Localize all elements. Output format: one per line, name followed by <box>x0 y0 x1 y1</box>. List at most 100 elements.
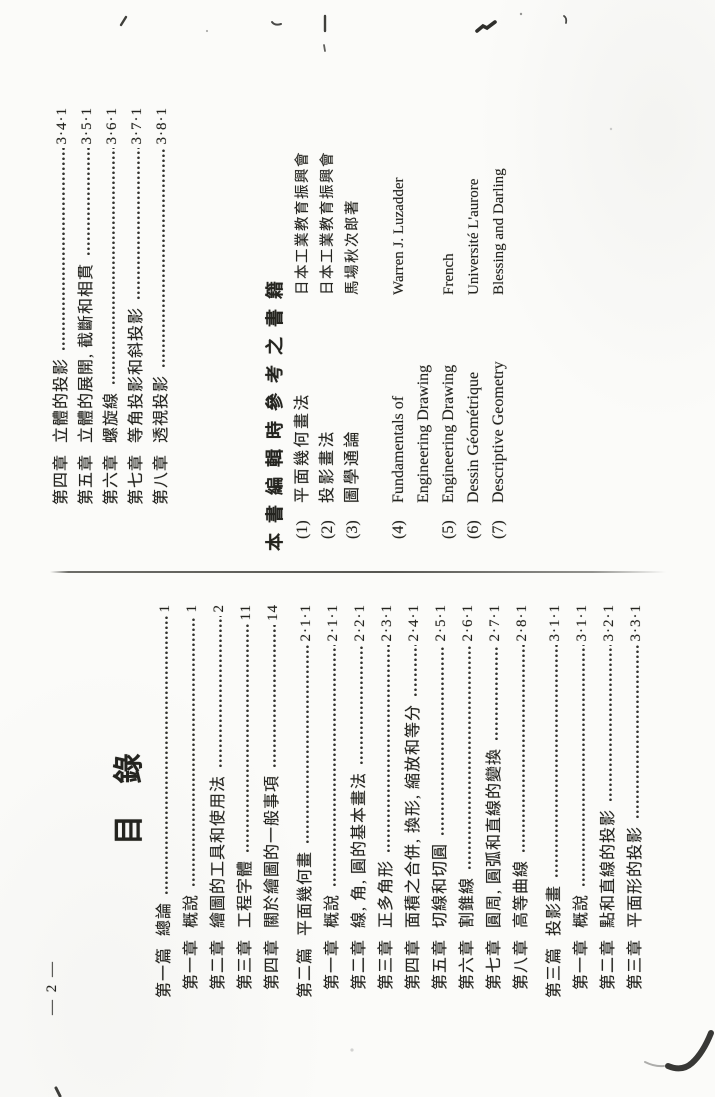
reference-title: Fundamentals of <box>390 395 407 503</box>
toc-entry: 第三篇 投影畫 3·1·1 <box>541 604 568 998</box>
toc-entry: 第一篇 總論 1 <box>151 604 178 998</box>
dot-leader <box>494 645 499 740</box>
reference-entry: (6) Dessin Géométrique Université L'aurore <box>461 89 486 539</box>
dot-leader <box>554 645 559 877</box>
toc-entry-label: 第七章 <box>486 938 503 990</box>
toc-entry: 第三章 工程字體 11 <box>232 604 259 990</box>
reference-author: 日本工業教育振興會 <box>295 151 311 295</box>
toc-entry-page: 1 <box>184 604 200 613</box>
toc-entry-label: 第二章 <box>600 938 617 990</box>
toc-entry-page: 2·8·1 <box>514 604 530 642</box>
toc-column-right: 第四章 立體的投影 3·4·1 第五章 立體的展開, 截斷和相貫 3·5·1 第六章 螺旋… <box>49 107 174 505</box>
toc-entry-title: 切線和切圓 <box>432 842 449 928</box>
toc-entry-title: 總論 <box>156 901 173 936</box>
dot-leader <box>218 616 223 767</box>
toc-entry-page: 2·6·1 <box>460 604 476 642</box>
dot-leader <box>386 645 391 852</box>
toc-entry-label: 第八章 <box>153 453 170 505</box>
toc-entry: 第二章 繪圖的工具和使用法 2 <box>205 604 232 990</box>
dot-leader <box>413 645 418 696</box>
dot-leader <box>359 645 364 764</box>
reference-author: Warren J. Luzadder <box>391 177 407 295</box>
dot-leader <box>467 645 472 869</box>
dot-leader <box>245 624 250 852</box>
toc-entry-page: 2·1·1 <box>325 604 341 642</box>
reference-entry: (4) Fundamentals of Warren J. Luzadder <box>386 89 411 539</box>
toc-entry-title: 工程字體 <box>237 859 254 928</box>
toc-entry-page: 3·7·1 <box>129 107 145 145</box>
toc-entry-label: 第一篇 <box>156 946 173 998</box>
toc-entry: 第八章 高等曲線 2·8·1 <box>508 604 535 990</box>
toc-entry-title: 正多角形 <box>378 859 395 928</box>
reference-title: Descriptive Geometry <box>490 361 507 503</box>
toc-entry-page: 2 <box>211 604 227 613</box>
toc-entry-label: 第七章 <box>128 453 145 505</box>
dot-leader <box>635 645 640 818</box>
toc-entry-label: 第二章 <box>351 938 368 990</box>
column-divider-line <box>50 571 666 573</box>
reference-entry: (3) 圖學通論 馬場秋次郎著 <box>340 89 365 539</box>
toc-entry: 第五章 切線和切圓 2·5·1 <box>427 604 454 990</box>
toc-entry-label: 第三篇 <box>546 946 563 998</box>
toc-entry: 第四章 立體的投影 3·4·1 <box>49 107 74 505</box>
toc-entry-title: 割錐線 <box>459 876 476 928</box>
toc-title: 目 錄 <box>113 752 146 846</box>
toc-entry: 第五章 立體的展開, 截斷和相貫 3·5·1 <box>74 107 99 505</box>
reference-entry: (2) 投影畫法 日本工業教育振興會 <box>315 89 340 539</box>
toc-entry: 第一章 概說 1 <box>178 604 205 990</box>
toc-entry: 第一章 概說 3·1·1 <box>568 604 595 990</box>
reference-number: (5) <box>440 520 457 539</box>
page-number: — 2 — <box>44 960 60 1015</box>
toc-entry-page: 14 <box>265 604 281 621</box>
toc-entry: 第六章 螺旋線 3·6·1 <box>99 107 124 505</box>
toc-entry: 第三章 正多角形 2·3·1 <box>373 604 400 990</box>
toc-entry-title: 投影畫 <box>546 884 563 936</box>
toc-entry-page: 2·2·1 <box>352 604 368 642</box>
toc-entry-title: 立體的展開, 截斷和相貫 <box>78 262 95 443</box>
reference-author: Université L'aurore <box>466 178 482 295</box>
toc-entry-title: 平面幾何畫 <box>297 850 314 936</box>
toc-entry: 第二篇 平面幾何畫 2·1·1 <box>292 604 319 998</box>
toc-entry-label: 第六章 <box>103 453 120 505</box>
toc-entry-label: 第四章 <box>53 453 70 505</box>
toc-entry-title: 高等曲線 <box>513 859 530 928</box>
toc-entry-title: 等角投影和斜投影 <box>128 306 145 443</box>
toc-entry-label: 第五章 <box>78 453 95 505</box>
toc-entry-page: 2·7·1 <box>487 604 503 642</box>
toc-entry-title: 點和直線的投影 <box>600 808 617 928</box>
toc-entry-label: 第三章 <box>627 938 644 990</box>
reference-entry: (7) Descriptive Geometry Blessing and Darl… <box>486 89 511 539</box>
toc-entry: 第二章 點和直線的投影 3·2·1 <box>595 604 622 990</box>
reference-author: 日本工業教育振興會 <box>320 151 336 295</box>
reference-entry-continuation: Engineering Drawing <box>411 89 436 539</box>
toc-entry-page: 3·1·1 <box>547 604 563 642</box>
toc-entry-label: 第六章 <box>459 938 476 990</box>
references-list: (1) 平面幾何畫法 日本工業教育振興會 (2) 投影畫法 日本工業教育振興會 (3) 圖… <box>290 89 511 539</box>
dot-leader <box>440 645 445 835</box>
dot-leader <box>161 148 166 367</box>
toc-entry-title: 面積之合併, 換形, 縮放和等分 <box>405 703 422 928</box>
dot-leader <box>305 645 310 843</box>
toc-column-left: 第一篇 總論 1 第一章 概說 1 第二章 繪圖的工具和使用法 2 第三章 工程字體 11 第四… <box>151 604 649 998</box>
toc-entry-label: 第一章 <box>183 938 200 990</box>
toc-entry: 第八章 透視投影 3·8·1 <box>149 107 174 505</box>
toc-entry-label: 第五章 <box>432 938 449 990</box>
dot-leader <box>86 148 91 255</box>
toc-entry-page: 3·5·1 <box>79 107 95 145</box>
reference-title: 投影畫法 <box>319 428 336 503</box>
toc-entry: 第四章 面積之合併, 換形, 縮放和等分 2·4·1 <box>400 604 427 990</box>
toc-entry-title: 透視投影 <box>153 374 170 443</box>
toc-entry-page: 3·2·1 <box>601 604 617 642</box>
reference-author: French <box>441 253 457 295</box>
toc-entry-page: 2·4·1 <box>406 604 422 642</box>
references-heading: 本書編輯時參考之書籍 <box>265 271 285 551</box>
toc-entry-title: 線, 角, 圓的基本畫法 <box>351 771 368 928</box>
toc-entry-title: 圓周, 圓弧和直線的變換 <box>486 747 503 928</box>
toc-entry-title: 概說 <box>183 893 200 928</box>
toc-entry-label: 第八章 <box>513 938 530 990</box>
toc-entry: 第七章 圓周, 圓弧和直線的變換 2·7·1 <box>481 604 508 990</box>
toc-entry: 第四章 關於繪圖的一般事項 14 <box>259 604 286 990</box>
dot-leader <box>61 148 66 350</box>
dot-leader <box>191 616 196 886</box>
